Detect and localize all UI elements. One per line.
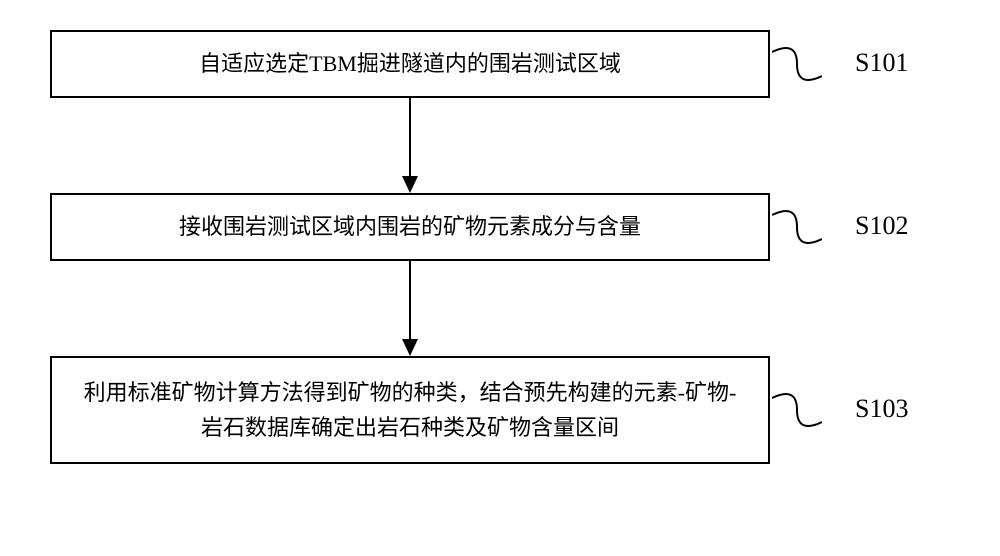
connector-brace-2 (772, 207, 822, 247)
connector-brace-3 (772, 390, 822, 430)
step-label-s102: S102 (855, 211, 908, 241)
step-text: 接收围岩测试区域内围岩的矿物元素成分与含量 (179, 209, 641, 244)
step-box-s102: 接收围岩测试区域内围岩的矿物元素成分与含量 (50, 193, 770, 261)
step-box-s103: 利用标准矿物计算方法得到矿物的种类，结合预先构建的元素-矿物-岩石数据库确定出岩… (50, 356, 770, 464)
box-wrapper-3: 利用标准矿物计算方法得到矿物的种类，结合预先构建的元素-矿物-岩石数据库确定出岩… (50, 356, 770, 464)
step-label-s101: S101 (855, 48, 908, 78)
step-container-3: 利用标准矿物计算方法得到矿物的种类，结合预先构建的元素-矿物-岩石数据库确定出岩… (50, 356, 950, 464)
step-text: 利用标准矿物计算方法得到矿物的种类，结合预先构建的元素-矿物-岩石数据库确定出岩… (76, 375, 744, 445)
arrow-2 (50, 261, 770, 356)
box-wrapper-2: 接收围岩测试区域内围岩的矿物元素成分与含量 (50, 193, 770, 261)
step-label-s103: S103 (855, 394, 908, 424)
flowchart-container: 自适应选定TBM掘进隧道内的围岩测试区域 S101 接收围岩测试区域内围岩的矿物… (50, 30, 950, 464)
box-wrapper-1: 自适应选定TBM掘进隧道内的围岩测试区域 (50, 30, 770, 98)
step-container-2: 接收围岩测试区域内围岩的矿物元素成分与含量 S102 (50, 193, 950, 261)
connector-brace-1 (772, 44, 822, 84)
step-text: 自适应选定TBM掘进隧道内的围岩测试区域 (199, 46, 621, 81)
arrow-1 (50, 98, 770, 193)
step-container-1: 自适应选定TBM掘进隧道内的围岩测试区域 S101 (50, 30, 950, 98)
step-box-s101: 自适应选定TBM掘进隧道内的围岩测试区域 (50, 30, 770, 98)
